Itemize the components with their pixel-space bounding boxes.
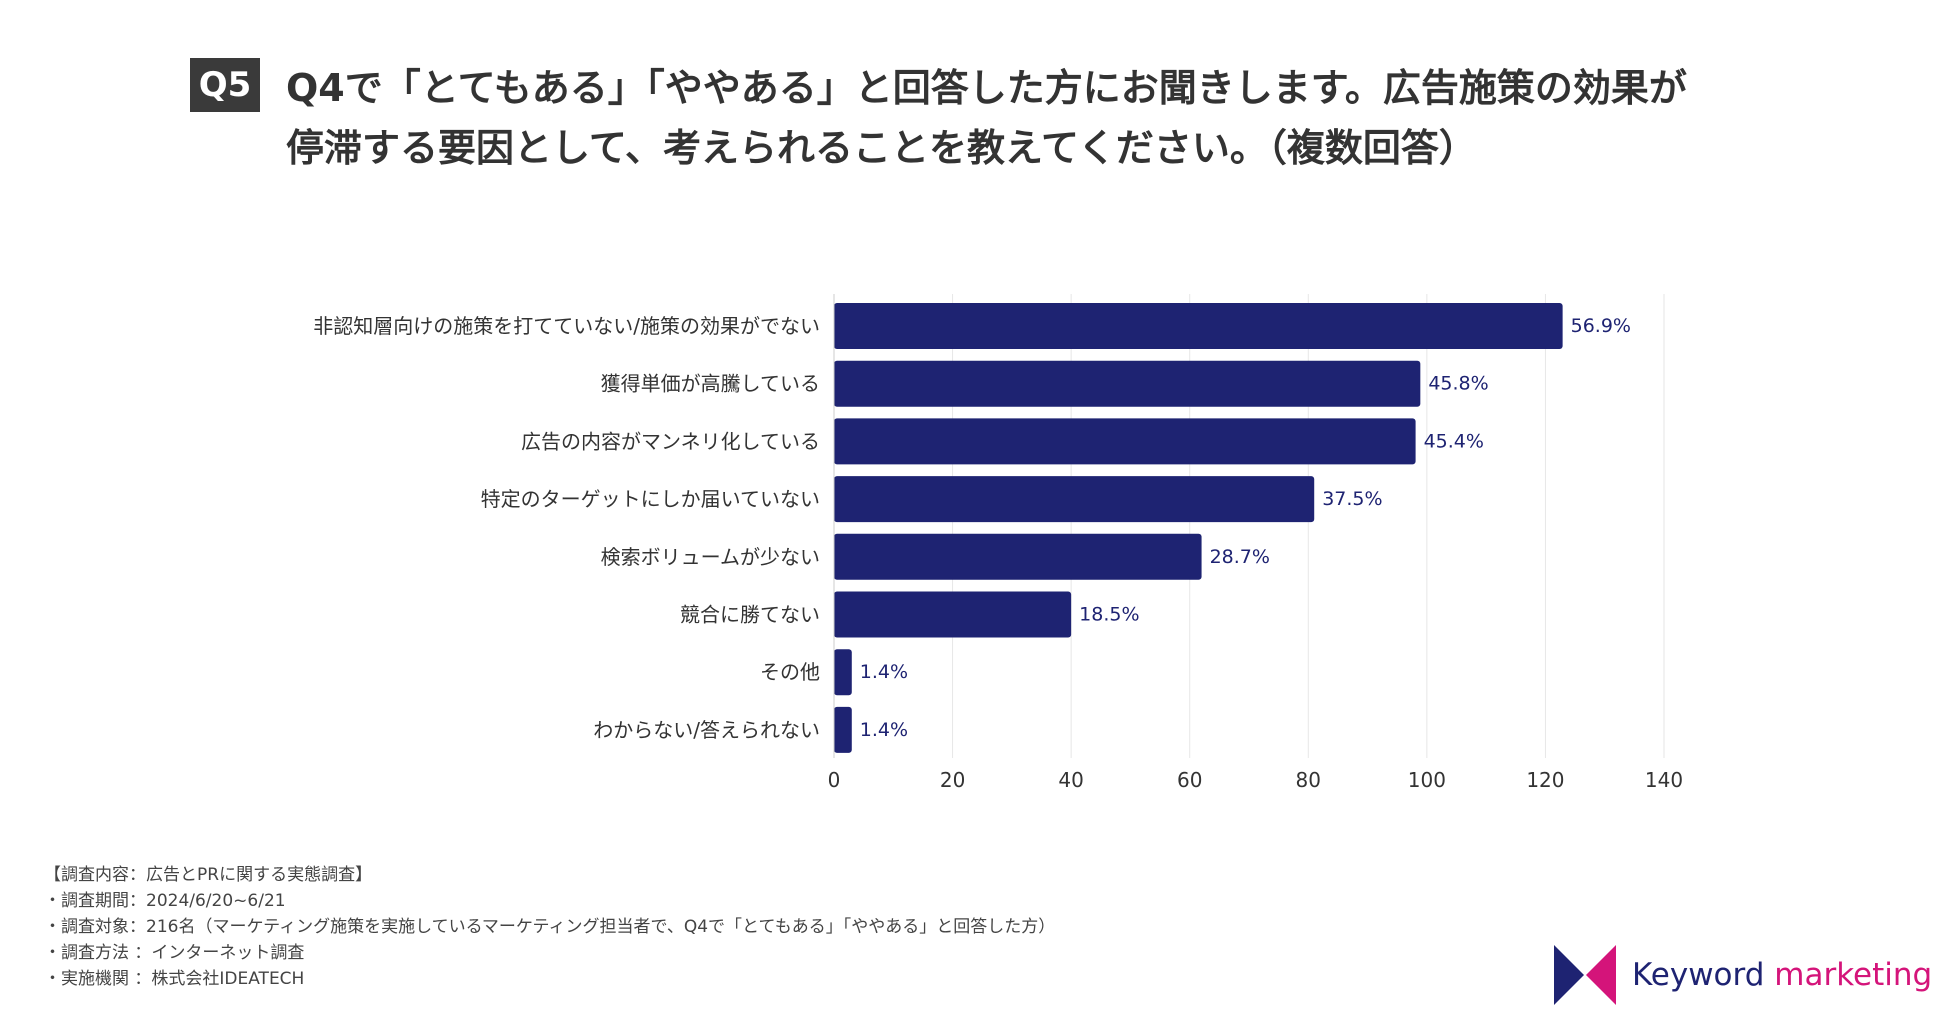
data-label-6: 1.4%	[860, 661, 908, 683]
category-label-1: 獲得単価が高騰している	[601, 372, 820, 396]
question-badge: Q5	[190, 58, 260, 112]
question-title-line-1: Q4で「とてもある」「ややある」と回答した方にお聞きします。広告施策の効果が	[286, 66, 1687, 110]
data-label-7: 1.4%	[860, 719, 908, 741]
category-label-0: 非認知層向けの施策を打てていない/施策の効果がでない	[313, 314, 820, 338]
footnote-survey-period: ・調査期間：2024/6/20~6/21	[44, 891, 286, 911]
category-label-2: 広告の内容がマンネリ化している	[521, 429, 820, 453]
x-tick-label-5: 100	[1408, 768, 1446, 792]
bar-0	[834, 303, 1563, 349]
category-label-7: わからない/答えられない	[593, 718, 820, 742]
category-label-4: 検索ボリュームが少ない	[601, 545, 820, 569]
data-label-5: 18.5%	[1079, 604, 1139, 626]
bar-1	[834, 360, 1421, 407]
keyword-marketing-logo: Keyword marketing	[1554, 945, 1932, 1005]
logo-word-marketing: marketing	[1774, 957, 1933, 993]
bar-7	[834, 706, 852, 753]
logo-word-keyword: Keyword	[1632, 957, 1765, 993]
category-label-3: 特定のターゲットにしか届いていない	[481, 487, 820, 511]
question-title-line-2: 停滞する要因として、考えられることを教えてください。（複数回答）	[286, 126, 1477, 170]
x-tick-label-6: 120	[1526, 768, 1564, 792]
bar-4	[834, 533, 1202, 580]
bar-2	[834, 418, 1416, 465]
question-title: Q4で「とてもある」「ややある」と回答した方にお聞きします。広告施策の効果が 停…	[286, 58, 1846, 178]
data-label-3: 37.5%	[1322, 488, 1382, 510]
logo-text: Keyword marketing	[1632, 957, 1932, 993]
footnote-survey-target: ・調査対象：216名（マーケティング施策を実施しているマーケティング担当者で、Q…	[44, 917, 1056, 937]
bar-chart: 非認知層向けの施策を打てていない/施策の効果がでない 56.9% 獲得単価が高騰して…	[313, 294, 1683, 792]
bar-6	[834, 649, 852, 696]
data-label-2: 45.4%	[1424, 430, 1484, 452]
data-label-0: 56.9%	[1571, 315, 1631, 337]
x-tick-label-4: 80	[1296, 768, 1321, 792]
x-tick-label-7: 140	[1645, 768, 1683, 792]
footnote-survey-organization: ・実施機関 ：株式会社IDEATECH	[44, 969, 305, 989]
bar-5	[834, 591, 1072, 638]
x-tick-label-1: 20	[940, 768, 965, 792]
category-label-5: 競合に勝てない	[680, 603, 820, 627]
category-label-6: その他	[760, 660, 820, 684]
data-label-4: 28.7%	[1210, 546, 1270, 568]
x-tick-label-3: 60	[1177, 768, 1202, 792]
logo-mark-icon	[1554, 945, 1616, 1005]
footnote-survey-content: 【調査内容：広告とPRに関する実態調査】	[44, 865, 373, 885]
footnote-survey-method: ・調査方法 ：インターネット調査	[44, 943, 305, 963]
bar-3	[834, 476, 1315, 523]
x-tick-label-0: 0	[828, 768, 841, 792]
survey-footnotes: 【調査内容：広告とPRに関する実態調査】 ・調査期間：2024/6/20~6/2…	[44, 862, 1055, 992]
x-tick-label-2: 40	[1058, 768, 1083, 792]
data-label-1: 45.8%	[1428, 373, 1488, 395]
